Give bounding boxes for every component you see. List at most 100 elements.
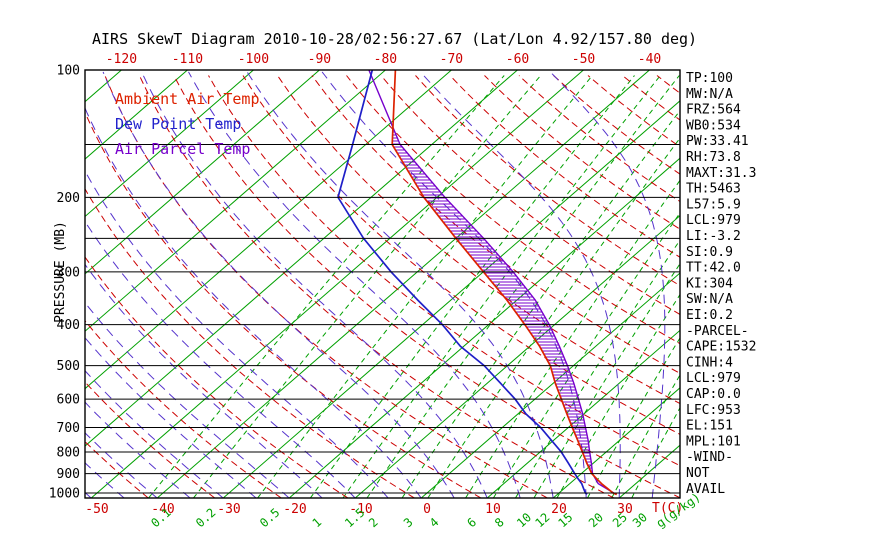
isotherm-line: [85, 70, 518, 447]
isotherm-line: [85, 70, 254, 218]
ambient-temp-line: [391, 70, 618, 496]
bottom-temp-tick-label: -40: [151, 502, 174, 517]
stats-line: KI:304: [686, 276, 733, 291]
isotherm-line: [90, 70, 584, 498]
mixing-ratio-tick-label: 2: [366, 515, 381, 530]
pressure-tick-label: 500: [57, 359, 80, 374]
top-temp-tick-label: -120: [106, 52, 137, 67]
parcel-temp-line: [368, 70, 618, 496]
bottom-temp-tick-label: -10: [349, 502, 372, 517]
bottom-temp-tick-label: 0: [423, 502, 431, 517]
stats-line: LCL:979: [686, 371, 741, 386]
moist-adiabat-line: [85, 401, 191, 498]
bottom-temp-tick-label: 20: [551, 502, 567, 517]
mixing-ratio-line: [193, 75, 542, 498]
stats-line: PW:33.41: [686, 134, 749, 149]
stats-line: LFC:953: [686, 403, 741, 418]
stats-line: EI:0.2: [686, 308, 733, 323]
mixing-ratio-tick-label: 10: [514, 510, 534, 530]
stats-line: -PARCEL-: [686, 324, 749, 339]
moist-adiabat-line: [0, 72, 58, 498]
isotherm-line: [85, 70, 188, 160]
mixing-ratio-line: [257, 75, 593, 498]
moist-adiabat-line: [0, 72, 25, 498]
isotherm-line: [552, 387, 680, 498]
isotherm-line: [420, 272, 680, 498]
moist-adiabat-line: [549, 71, 666, 498]
pressure-tick-label: 600: [57, 393, 80, 408]
top-temp-tick-label: -70: [440, 52, 463, 67]
x-axis-label: T(C): [652, 501, 683, 516]
dry-adiabat-line: [311, 75, 680, 374]
top-temp-tick-label: -110: [172, 52, 203, 67]
stats-line: CAP:0.0: [686, 387, 741, 402]
mixing-ratio-line: [366, 75, 680, 498]
pressure-tick-label: 700: [57, 421, 80, 436]
isotherm-line: [486, 329, 680, 498]
stats-line: LCL:979: [686, 213, 741, 228]
isotherm-line: [85, 70, 320, 275]
pressure-tick-label: 900: [57, 467, 80, 482]
dry-adiabat-line: [380, 75, 680, 316]
stats-line: MPL:101: [686, 434, 741, 449]
dry-adiabat-line: [138, 75, 615, 498]
moist-adiabat-line: [85, 337, 257, 498]
mixing-ratio-line: [514, 239, 680, 498]
pressure-tick-label: 100: [57, 64, 80, 79]
top-temp-tick-label: -50: [572, 52, 595, 67]
bottom-temp-tick-label: -30: [217, 502, 240, 517]
bottom-temp-tick-label: -20: [283, 502, 306, 517]
moist-adiabat-line: [420, 71, 621, 498]
chart-title: AIRS SkewT Diagram 2010-10-28/02:56:27.6…: [92, 30, 698, 48]
stats-line: LI:-3.2: [686, 229, 741, 244]
stats-line: AVAIL: [686, 482, 725, 497]
pressure-tick-label: 400: [57, 318, 80, 333]
stats-line: TP:100: [686, 71, 733, 86]
top-temp-tick-label: -80: [374, 52, 397, 67]
legend-item-2: Air Parcel Temp: [115, 140, 250, 158]
mixing-ratio-tick-label: 6: [464, 515, 479, 530]
dewpoint-line: [337, 70, 588, 496]
stats-line: EL:151: [686, 419, 733, 434]
dry-adiabat-line: [449, 75, 680, 258]
isotherm-line: [222, 100, 680, 498]
stats-line: CAPE:1532: [686, 340, 756, 355]
mixing-ratio-line: [342, 75, 661, 498]
dry-adiabat-line: [85, 320, 282, 498]
mixing-ratio-tick-label: 30: [630, 510, 650, 530]
dry-adiabat-line: [553, 75, 680, 175]
mixing-ratio-tick-label: 4: [427, 515, 442, 530]
mixing-ratio-line: [631, 406, 680, 498]
mixing-ratio-tick-label: 1: [310, 515, 325, 530]
top-temp-tick-label: -100: [238, 52, 269, 67]
moist-adiabat-line: [85, 106, 422, 498]
stats-line: MAXT:31.3: [686, 166, 756, 181]
moist-adiabat-line: [246, 71, 554, 498]
isotherm-line: [0, 70, 55, 498]
stats-line: -WIND-: [686, 450, 733, 465]
moist-adiabat-line: [85, 263, 323, 498]
stats-line: MW:N/A: [686, 87, 733, 102]
isotherm-line: [85, 70, 452, 390]
mixing-ratio-tick-label: 3: [401, 515, 416, 530]
stats-line: L57:5.9: [686, 197, 741, 212]
stats-line: CINH:4: [686, 355, 733, 370]
moist-adiabat-line: [141, 71, 488, 498]
isotherm-line: [354, 214, 680, 498]
dry-adiabat-line: [242, 75, 680, 435]
mixing-ratio-tick-label: 0.2: [193, 505, 218, 530]
dry-adiabat-line: [518, 75, 680, 203]
mixing-ratio-tick-label: 0.5: [257, 505, 282, 530]
moist-adiabat-line: [85, 301, 290, 498]
stats-line: SI:0.9: [686, 245, 733, 260]
bottom-temp-tick-label: -50: [85, 502, 108, 517]
stats-line: RH:73.8: [686, 150, 741, 165]
dry-adiabat-line: [85, 256, 349, 498]
mixing-ratio-line: [401, 109, 680, 498]
pressure-tick-label: 800: [57, 446, 80, 461]
moist-adiabat-line: [85, 170, 389, 498]
dry-adiabat-line: [484, 75, 680, 230]
stats-line: WB0:534: [686, 118, 741, 133]
